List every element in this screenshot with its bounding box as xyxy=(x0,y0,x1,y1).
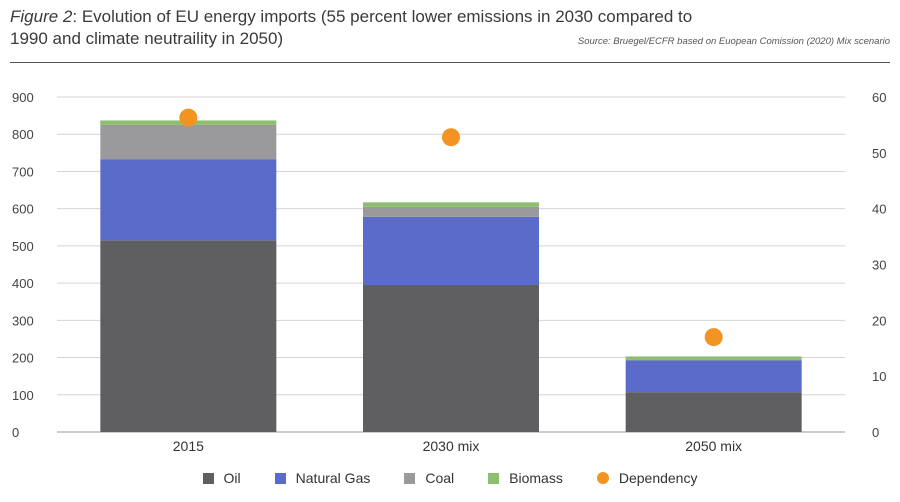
bar-natural-gas xyxy=(625,360,802,393)
legend-swatch-oil xyxy=(202,472,214,484)
y-tick-label: 100 xyxy=(12,388,34,403)
dependency-point xyxy=(179,108,198,127)
chart-title: Figure 2: Evolution of EU energy imports… xyxy=(10,6,730,50)
y-tick-label: 600 xyxy=(12,202,34,217)
y2-tick-label: 0 xyxy=(872,425,879,440)
legend-label-oil: Oil xyxy=(223,470,241,486)
legend-swatch-coal xyxy=(404,472,416,484)
y2-tick-label: 50 xyxy=(872,146,886,161)
bar-natural-gas xyxy=(100,159,277,241)
dependency-point xyxy=(704,328,723,347)
y2-tick-label: 20 xyxy=(872,313,886,328)
y-tick-label: 400 xyxy=(12,276,34,291)
legend-item-natural-gas: Natural Gas xyxy=(274,470,371,486)
bar-biomass xyxy=(625,356,802,360)
bar-coal xyxy=(625,359,802,361)
legend-swatch-dependency xyxy=(596,472,609,484)
legend-item-coal: Coal xyxy=(404,470,454,486)
y-tick-label: 700 xyxy=(12,164,34,179)
legend-swatch-biomass xyxy=(488,472,500,484)
y-tick-label: 800 xyxy=(12,127,34,142)
legend-label-biomass: Biomass xyxy=(509,470,563,486)
legend-label-natural-gas: Natural Gas xyxy=(295,470,371,486)
bar-coal xyxy=(363,206,539,217)
bar-natural-gas xyxy=(363,216,539,285)
dependency-point xyxy=(442,128,460,147)
legend-label-dependency: Dependency xyxy=(618,470,698,486)
legend-item-biomass: Biomass xyxy=(488,470,563,486)
y-tick-label: 200 xyxy=(12,351,34,366)
y2-tick-label: 40 xyxy=(872,202,886,217)
x-tick-label: 2050 mix xyxy=(685,438,742,454)
title-text: : Evolution of EU energy imports (55 per… xyxy=(10,7,693,48)
x-tick-label: 2030 mix xyxy=(423,438,480,454)
legend-label-coal: Coal xyxy=(425,470,455,486)
source-note: Source: Bruegel/ECFR based on Euopean Co… xyxy=(577,36,890,47)
bar-oil xyxy=(363,284,539,432)
y2-tick-label: 10 xyxy=(872,369,886,384)
x-tick-label: 2015 xyxy=(173,438,204,454)
y2-tick-label: 30 xyxy=(872,258,886,273)
legend-swatch-natural-gas xyxy=(274,472,286,484)
bar-coal xyxy=(100,124,277,160)
bar-biomass xyxy=(363,202,539,207)
bar-oil xyxy=(625,392,802,432)
chart-legend: Oil Natural Gas Coal Biomass Dependency xyxy=(0,470,900,486)
y-tick-label: 900 xyxy=(12,90,34,105)
bar-oil xyxy=(100,240,277,432)
y2-tick-label: 60 xyxy=(872,90,886,105)
y-tick-label: 0 xyxy=(12,425,19,440)
legend-item-oil: Oil xyxy=(202,470,241,486)
legend-item-dependency: Dependency xyxy=(596,470,698,486)
figure-label: Figure 2 xyxy=(10,7,73,26)
y-tick-label: 300 xyxy=(12,313,34,328)
header-divider xyxy=(10,62,890,63)
y-tick-label: 500 xyxy=(12,239,34,254)
chart-area: 0 100 200 300 400 500 600 700 800 900 0 10 20 30 40 50 6… xyxy=(12,90,886,454)
chart-header: Figure 2: Evolution of EU energy imports… xyxy=(10,6,890,50)
